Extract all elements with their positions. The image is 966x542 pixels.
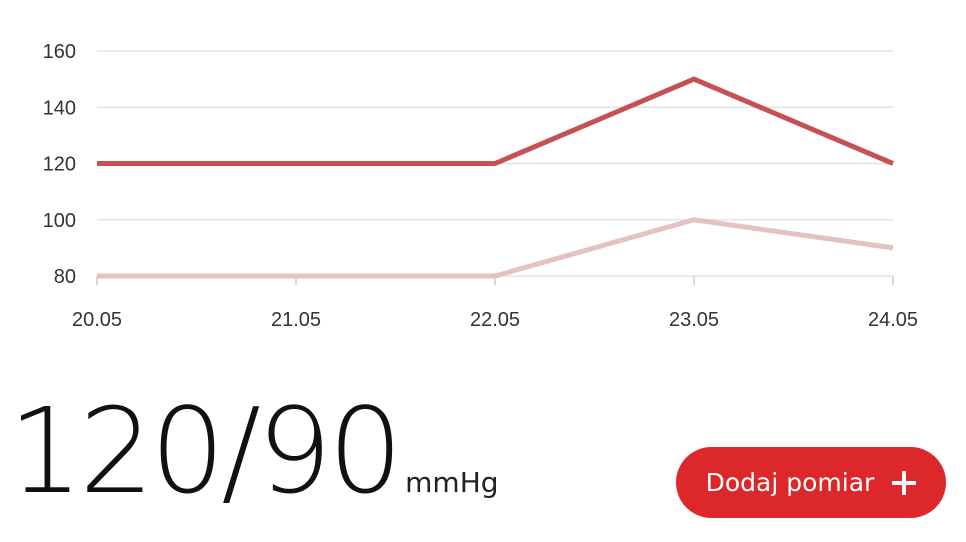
y-tick-label: 140 [43, 97, 76, 119]
diastolic-series-line [97, 217, 894, 279]
add-measurement-button[interactable]: Dodaj pomiar [676, 447, 946, 518]
y-tick-label: 160 [43, 41, 76, 63]
x-axis: 20.05 21.05 22.05 23.05 24.05 [72, 276, 918, 331]
systolic-series-line [97, 76, 894, 166]
chart-series [97, 76, 894, 279]
x-tick-label: 20.05 [72, 309, 122, 331]
y-axis: 80 100 120 140 160 [43, 41, 76, 288]
blood-pressure-chart: 80 100 120 140 160 20.05 21.05 22.05 23.05 24.05 [43, 41, 918, 331]
reading-value: 120/90 [8, 382, 403, 520]
x-tick-label: 23.05 [669, 309, 719, 331]
y-tick-label: 100 [43, 210, 76, 232]
x-tick-label: 21.05 [271, 309, 321, 331]
add-measurement-label: Dodaj pomiar [705, 468, 875, 497]
x-tick-label: 24.05 [868, 309, 918, 331]
current-reading: 120/90 mmHg [8, 392, 499, 510]
x-tick-label: 22.05 [470, 309, 520, 331]
y-tick-label: 120 [43, 154, 76, 176]
y-tick-label: 80 [54, 266, 76, 288]
reading-unit: mmHg [405, 466, 499, 499]
plus-icon [892, 470, 917, 495]
